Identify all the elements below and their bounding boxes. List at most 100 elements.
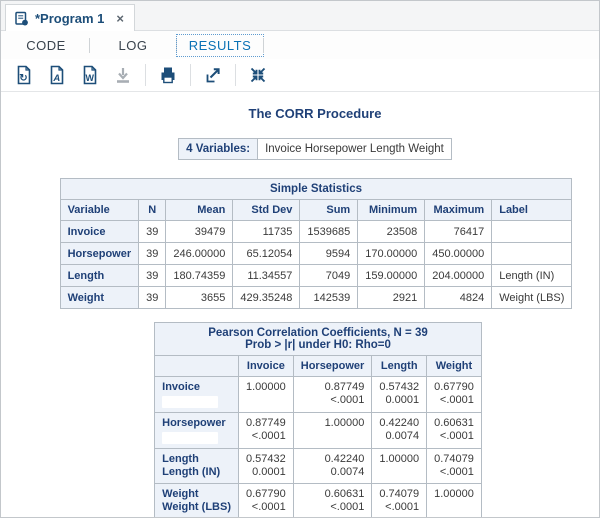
corr-cell: 0.60631<.0001 <box>293 484 372 518</box>
row-header-label: Weight (LBS) <box>162 501 231 514</box>
download-button[interactable] <box>110 63 136 87</box>
corr-cell: 1.00000 <box>427 484 482 518</box>
corr-cell: 0.67790<.0001 <box>427 377 482 413</box>
cell-min: 159.00000 <box>358 265 425 287</box>
cell-max: 450.00000 <box>425 243 492 265</box>
col-header-stddev: Std Dev <box>233 200 300 221</box>
table-row: Weight Weight (LBS) 0.67790<.0001 0.6063… <box>155 484 482 518</box>
app-window: *Program 1 × CODE LOG RESULTS ↻ A <box>0 0 600 518</box>
row-header: Horsepower <box>155 413 239 449</box>
cell-mean: 39479 <box>166 221 233 243</box>
svg-text:↻: ↻ <box>19 73 27 84</box>
download-pdf-button[interactable]: A <box>44 63 70 87</box>
corr-cell: 0.422400.0074 <box>293 449 372 484</box>
corr-cell: 1.00000 <box>372 449 427 484</box>
corr-cell: 0.60631<.0001 <box>427 413 482 449</box>
corr-cell: 0.574320.0001 <box>372 377 427 413</box>
col-header-invoice: Invoice <box>238 356 293 377</box>
cell-n: 39 <box>139 243 166 265</box>
pearson-title-line2: Prob > |r| under H0: Rho=0 <box>245 339 391 351</box>
variables-count-label: 4 Variables: <box>179 139 258 160</box>
toolbar-separator <box>190 64 191 86</box>
row-header: Length <box>60 265 139 287</box>
print-button[interactable] <box>155 63 181 87</box>
table-caption-row: Simple Statistics <box>60 179 572 200</box>
cell-sum: 7049 <box>300 265 358 287</box>
table-row: Invoice 39 39479 11735 1539685 23508 764… <box>60 221 572 243</box>
col-header-minimum: Minimum <box>358 200 425 221</box>
download-icon <box>113 65 133 85</box>
row-header: Weight Weight (LBS) <box>155 484 239 518</box>
corr-cell: 0.422400.0074 <box>372 413 427 449</box>
results-toolbar: ↻ A W <box>1 59 599 92</box>
table-row: 4 Variables: Invoice Horsepower Length W… <box>179 139 452 160</box>
toolbar-separator <box>145 64 146 86</box>
corr-cell: 0.74079<.0001 <box>427 449 482 484</box>
cell-mean: 180.74359 <box>166 265 233 287</box>
doc-word-icon: W <box>80 65 100 85</box>
simple-statistics-table: Simple Statistics Variable N Mean Std De… <box>60 178 573 309</box>
tab-code[interactable]: CODE <box>3 35 89 56</box>
open-new-window-icon <box>203 65 223 85</box>
tab-divider <box>263 38 264 53</box>
corr-cell: 0.87749<.0001 <box>238 413 293 449</box>
col-header-horsepower: Horsepower <box>293 356 372 377</box>
row-header-name: Invoice <box>162 381 200 393</box>
table-row: Horsepower 39 246.00000 65.12054 9594 17… <box>60 243 572 265</box>
pearson-title: Pearson Correlation Coefficients, N = 39… <box>155 323 482 356</box>
row-header-empty-label <box>162 396 218 408</box>
open-new-window-button[interactable] <box>200 63 226 87</box>
corr-cell: 1.00000 <box>293 413 372 449</box>
table-row: Length 39 180.74359 11.34557 7049 159.00… <box>60 265 572 287</box>
simple-statistics-title: Simple Statistics <box>60 179 572 200</box>
col-header-n: N <box>139 200 166 221</box>
row-header-name: Horsepower <box>162 417 226 429</box>
cell-stddev: 429.35248 <box>233 287 300 309</box>
cell-stddev: 11735 <box>233 221 300 243</box>
view-tabstrip: CODE LOG RESULTS <box>1 31 599 59</box>
close-tab-icon[interactable]: × <box>116 12 124 25</box>
corr-cell: 1.00000 <box>238 377 293 413</box>
cell-min: 23508 <box>358 221 425 243</box>
cell-label: Weight (LBS) <box>492 287 572 309</box>
tab-results[interactable]: RESULTS <box>177 35 263 56</box>
row-header-name: Weight <box>162 488 198 500</box>
download-word-button[interactable]: W <box>77 63 103 87</box>
table-row: Invoice 1.00000 0.87749<.0001 0.574320.0… <box>155 377 482 413</box>
table-header-row: Variable N Mean Std Dev Sum Minimum Maxi… <box>60 200 572 221</box>
collapse-arrows-icon <box>248 65 268 85</box>
svg-text:A: A <box>52 73 60 84</box>
table-caption-row: Pearson Correlation Coefficients, N = 39… <box>155 323 482 356</box>
variables-summary-table: 4 Variables: Invoice Horsepower Length W… <box>178 138 452 160</box>
row-header: Horsepower <box>60 243 139 265</box>
program-icon <box>14 11 29 26</box>
cell-min: 170.00000 <box>358 243 425 265</box>
cell-label <box>492 221 572 243</box>
cell-stddev: 65.12054 <box>233 243 300 265</box>
results-panel: The CORR Procedure 4 Variables: Invoice … <box>1 92 599 517</box>
doc-pdf-icon: A <box>47 65 67 85</box>
variables-list-value: Invoice Horsepower Length Weight <box>258 139 452 160</box>
corr-cell: 0.67790<.0001 <box>238 484 293 518</box>
row-header: Invoice <box>155 377 239 413</box>
cell-mean: 3655 <box>166 287 233 309</box>
cell-n: 39 <box>139 221 166 243</box>
program-tab[interactable]: *Program 1 × <box>5 4 135 31</box>
titlebar: *Program 1 × <box>1 1 599 31</box>
table-row: Horsepower 0.87749<.0001 1.00000 0.42240… <box>155 413 482 449</box>
col-header-blank <box>155 356 239 377</box>
collapse-view-button[interactable] <box>245 63 271 87</box>
row-header: Invoice <box>60 221 139 243</box>
download-html-button[interactable]: ↻ <box>11 63 37 87</box>
toolbar-separator <box>235 64 236 86</box>
table-header-row: Invoice Horsepower Length Weight <box>155 356 482 377</box>
cell-max: 4824 <box>425 287 492 309</box>
svg-text:W: W <box>86 73 95 83</box>
corr-cell: 0.74079<.0001 <box>372 484 427 518</box>
row-header: Weight <box>60 287 139 309</box>
col-header-weight: Weight <box>427 356 482 377</box>
cell-n: 39 <box>139 265 166 287</box>
cell-sum: 1539685 <box>300 221 358 243</box>
corr-cell: 0.87749<.0001 <box>293 377 372 413</box>
tab-log[interactable]: LOG <box>90 35 176 56</box>
